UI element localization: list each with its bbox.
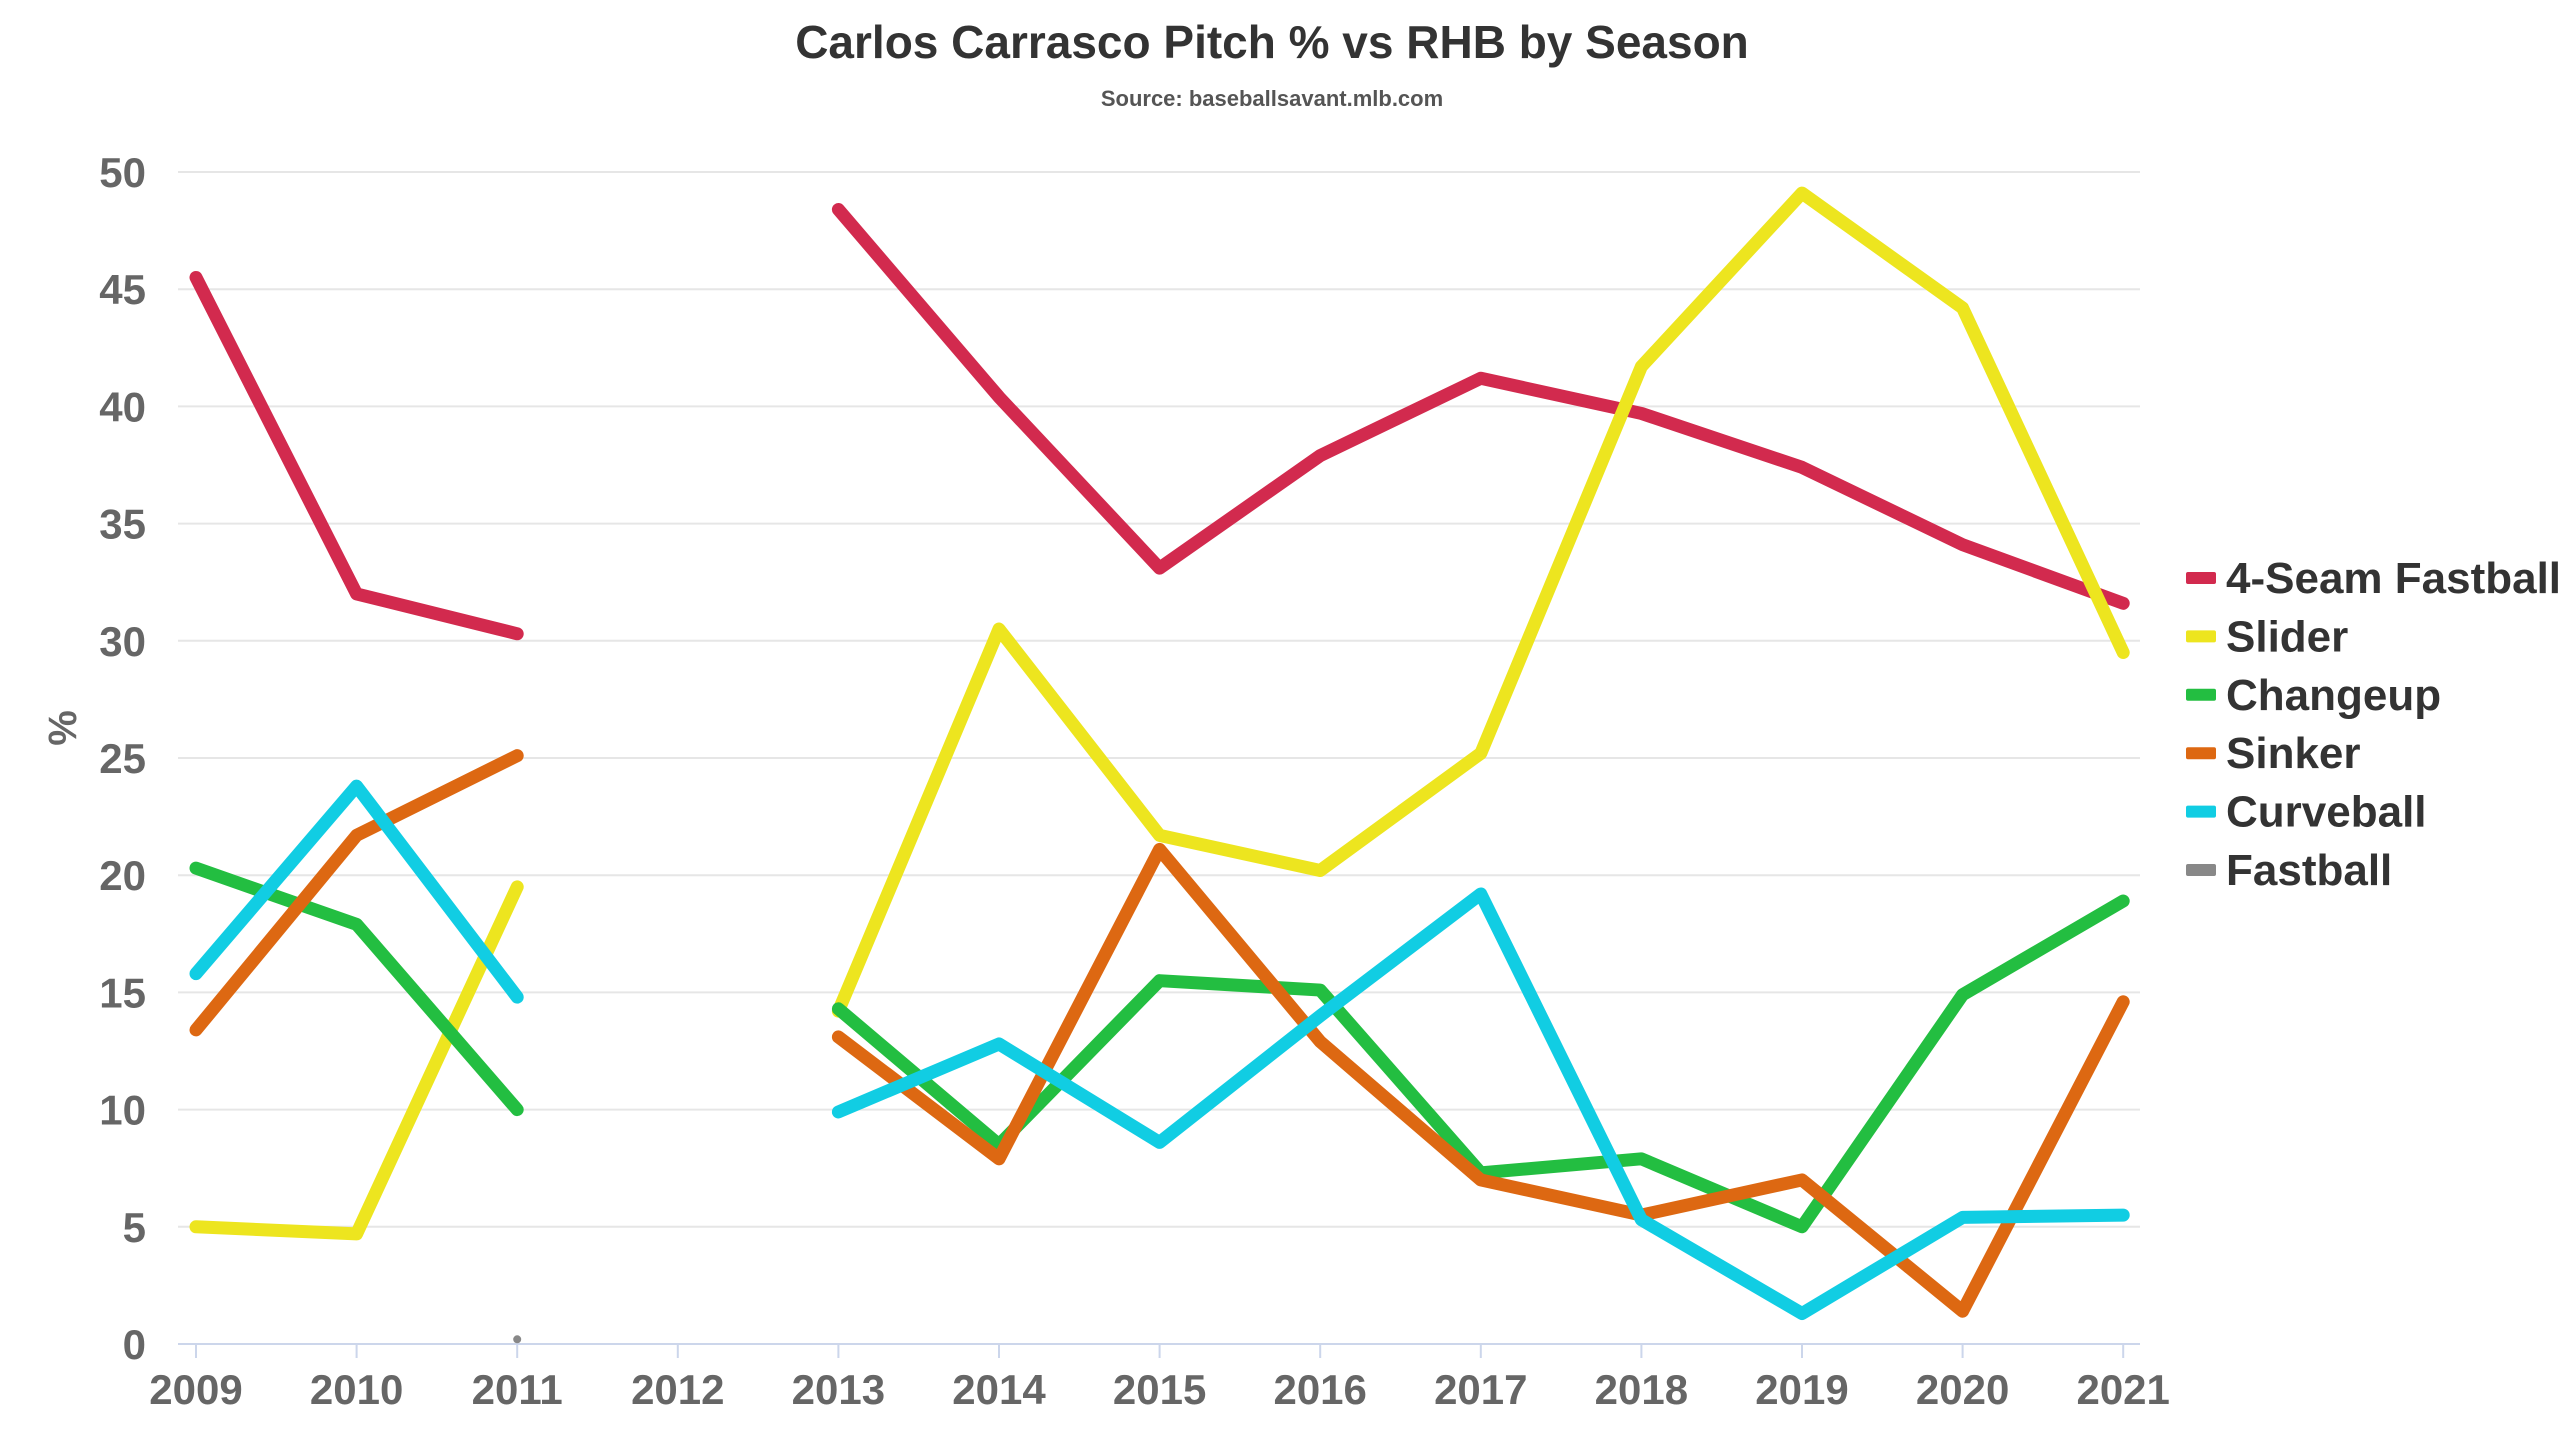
series-line-segment <box>831 842 2130 1318</box>
y-tick-label: 5 <box>123 1204 146 1251</box>
x-tick-label: 2009 <box>149 1366 242 1413</box>
x-tick-label: 2012 <box>631 1366 724 1413</box>
chart-title: Carlos Carrasco Pitch % vs RHB by Season <box>795 16 1749 68</box>
legend-item[interactable]: Changeup <box>2186 671 2441 720</box>
x-tick-label: 2011 <box>472 1366 563 1413</box>
legend-item[interactable]: 4-Seam Fastball <box>2186 554 2560 603</box>
y-tick-label: 50 <box>99 149 146 196</box>
legend[interactable]: 4-Seam Fastball Slider Changeup Sinker Curve… <box>2186 554 2560 895</box>
y-tick-label: 20 <box>99 852 146 899</box>
series-lines <box>189 186 2130 1344</box>
series-4-seam-fastball <box>189 203 2130 641</box>
x-tick-label: 2010 <box>310 1366 403 1413</box>
y-axis-label: % <box>41 710 85 746</box>
x-tick-label: 2014 <box>952 1366 1046 1413</box>
legend-item[interactable]: Curveball <box>2186 788 2427 837</box>
data-point <box>513 1335 522 1344</box>
y-tick-label: 45 <box>99 266 146 313</box>
series-line-segment <box>189 880 524 1241</box>
x-tick-label: 2015 <box>1113 1366 1206 1413</box>
series-slider <box>189 186 2130 1241</box>
series-line-segment <box>189 861 524 1117</box>
series-changeup <box>189 861 2130 1234</box>
y-tick-label: 40 <box>99 383 146 430</box>
x-axis: 2009 2010 2011 2012 2013 2014 2015 2016 2017 2018… <box>149 1343 2170 1413</box>
x-tick-label: 2013 <box>792 1366 885 1413</box>
y-tick-label: 0 <box>123 1321 146 1368</box>
series-fastball <box>513 1335 522 1344</box>
series-line-segment <box>189 270 524 641</box>
x-tick-label: 2019 <box>1755 1366 1848 1413</box>
y-tick-label: 25 <box>99 735 146 782</box>
series-sinker <box>189 749 2130 1318</box>
series-line-segment <box>831 887 2130 1321</box>
x-tick-label: 2020 <box>1916 1366 2009 1413</box>
series-line-segment <box>831 186 2130 1018</box>
legend-label: Changeup <box>2226 671 2441 720</box>
legend-item[interactable]: Slider <box>2186 612 2348 661</box>
legend-label: Slider <box>2226 612 2348 661</box>
legend-swatch <box>2186 805 2216 818</box>
x-tick-label: 2018 <box>1595 1366 1688 1413</box>
legend-label: Fastball <box>2226 846 2392 895</box>
legend-swatch <box>2186 747 2216 760</box>
y-tick-label: 30 <box>99 618 146 665</box>
legend-label: Curveball <box>2226 788 2427 837</box>
legend-item[interactable]: Fastball <box>2186 846 2392 895</box>
x-tick-label: 2017 <box>1434 1366 1527 1413</box>
y-axis-ticks: 0 5 10 15 20 25 30 35 40 45 50 <box>99 149 146 1368</box>
y-tick-label: 35 <box>99 501 146 548</box>
series-line-segment <box>189 779 524 1004</box>
legend-label: 4-Seam Fastball <box>2226 554 2560 603</box>
gridlines <box>178 171 2140 1228</box>
legend-item[interactable]: Sinker <box>2186 729 2361 778</box>
legend-label: Sinker <box>2226 729 2361 778</box>
legend-swatch <box>2186 688 2216 701</box>
series-curveball <box>189 779 2130 1321</box>
legend-swatch <box>2186 864 2216 876</box>
chart-subtitle: Source: baseballsavant.mlb.com <box>1101 86 1443 111</box>
y-tick-label: 10 <box>99 1087 146 1134</box>
x-tick-label: 2021 <box>2076 1366 2169 1413</box>
legend-swatch <box>2186 630 2216 643</box>
legend-swatch <box>2186 572 2216 584</box>
y-tick-label: 15 <box>99 969 146 1016</box>
x-tick-label: 2016 <box>1273 1366 1366 1413</box>
series-line-segment <box>831 203 2130 610</box>
series-line-segment <box>189 749 524 1037</box>
